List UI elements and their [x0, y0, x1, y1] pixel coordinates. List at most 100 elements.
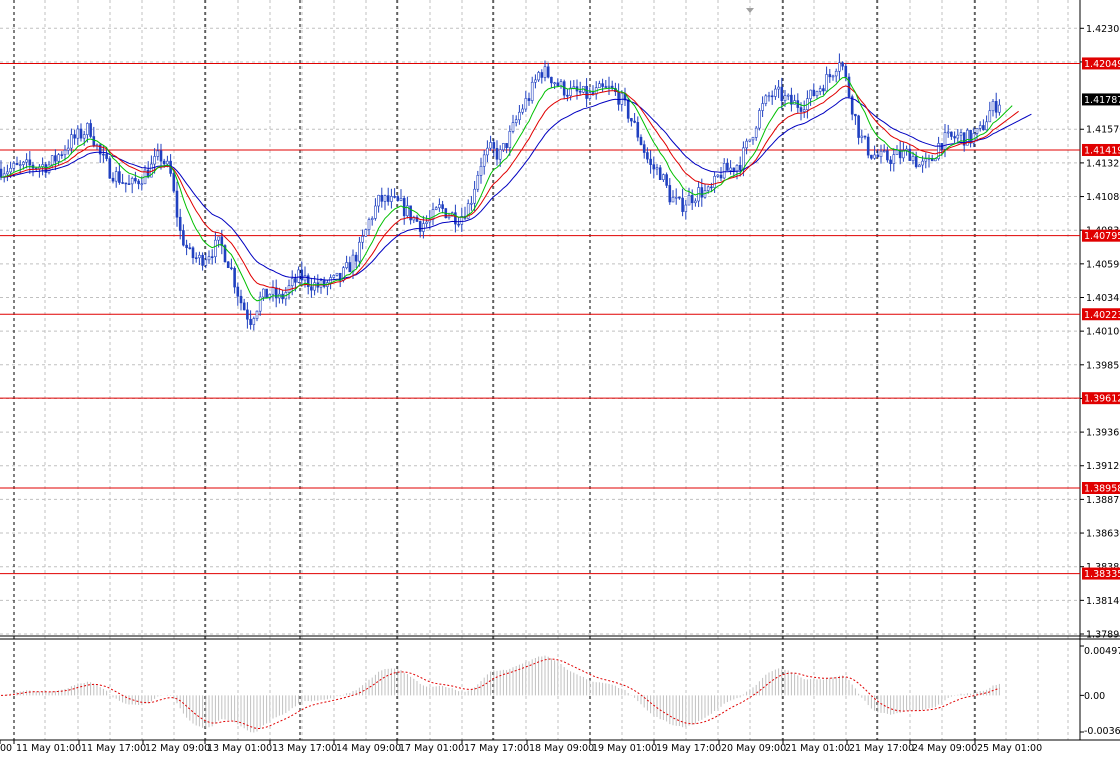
time-tick-label: 18 May 09:00 — [529, 743, 594, 754]
candle-body — [0, 168, 3, 178]
candle-body — [886, 150, 889, 161]
candle-body — [729, 167, 732, 171]
candle-body — [556, 82, 560, 87]
candle-body — [322, 280, 326, 287]
time-tick-label: 12 May 09:00 — [145, 743, 210, 754]
candle-body — [959, 132, 963, 136]
candle-body — [466, 203, 470, 219]
candle-body — [767, 95, 771, 98]
candle-body — [943, 132, 947, 150]
candle-body — [50, 155, 54, 166]
candle-body — [89, 123, 92, 137]
price-tick-label: 1.40590 — [1086, 259, 1120, 270]
candle-body — [761, 103, 764, 111]
time-tick-label: 11 May 17:00 — [81, 743, 146, 754]
time-tick-label: 17 May 01:00 — [399, 743, 464, 754]
candle-body — [201, 254, 204, 266]
candle-body — [655, 167, 659, 170]
candle-body — [188, 247, 192, 250]
candle-body — [895, 150, 899, 155]
current-price-box — [1082, 93, 1120, 106]
candle-body — [546, 66, 550, 78]
candle-body — [617, 91, 620, 105]
candle-body — [770, 95, 774, 98]
candle-body — [953, 136, 956, 139]
candle-body — [508, 131, 512, 148]
candle-body — [396, 196, 400, 201]
candle-body — [924, 158, 928, 162]
candle-body — [524, 98, 528, 110]
candle-body — [428, 219, 432, 223]
moving-averages — [0, 76, 1032, 302]
candle-body — [399, 198, 403, 201]
candle-body — [854, 113, 857, 117]
candle-body — [642, 144, 646, 153]
candle-body — [607, 85, 611, 88]
candle-body — [153, 156, 156, 165]
indicator-tick-label: 0.004976 — [1084, 646, 1120, 657]
candle-body — [108, 158, 112, 179]
candle-body — [658, 167, 662, 180]
candle-body — [236, 286, 240, 297]
candle-body — [898, 150, 902, 159]
candle-body — [156, 150, 160, 157]
candle-body — [310, 286, 313, 291]
time-tick-label: 14 May 09:00 — [336, 743, 401, 754]
candle-body — [86, 123, 89, 135]
candle-body — [777, 86, 780, 90]
candle-body — [220, 236, 224, 246]
candle-body — [962, 132, 966, 146]
candle-body — [393, 196, 396, 198]
candle-body — [754, 127, 758, 138]
candle-body — [22, 161, 25, 165]
level-label-box — [1082, 57, 1120, 70]
candle-body — [185, 244, 188, 249]
candle-body — [716, 174, 720, 177]
candle-body — [687, 195, 691, 206]
level-label-box — [1082, 308, 1120, 321]
candle-body — [268, 293, 272, 299]
candle-body — [198, 254, 201, 259]
candle-body — [390, 196, 393, 202]
level-label-box — [1082, 229, 1120, 242]
candle-body — [242, 302, 246, 311]
candle-body — [988, 110, 992, 123]
time-tick-label: 21 May 01:00 — [785, 743, 850, 754]
chart-shift-marker-icon[interactable] — [746, 8, 754, 13]
candle-body — [652, 164, 656, 170]
candle-body — [879, 150, 883, 157]
candle-body — [380, 194, 384, 202]
candle-body — [361, 236, 364, 243]
candle-body — [191, 247, 195, 259]
candle-body — [550, 76, 553, 84]
candle-body — [313, 282, 316, 291]
candle-body — [745, 140, 748, 149]
price-tick-label: 1.40345 — [1086, 293, 1120, 304]
candle-body — [649, 158, 652, 165]
candle-body — [588, 92, 592, 99]
indicator-panel — [0, 655, 1000, 733]
candle-body — [9, 167, 12, 173]
candle-body — [498, 149, 502, 160]
candle-body — [863, 135, 867, 138]
candle-body — [255, 310, 259, 319]
candle-body — [722, 162, 726, 179]
candle-body — [28, 159, 32, 166]
candle-body — [486, 147, 489, 156]
candle-body — [681, 197, 684, 212]
candle-body — [473, 188, 476, 204]
candle-body — [790, 94, 793, 105]
candle-body — [172, 173, 176, 192]
candle-body — [12, 163, 16, 169]
candle-body — [265, 288, 268, 299]
candle-body — [690, 195, 694, 204]
candle-body — [134, 178, 137, 182]
time-tick-label: 13 May 01:00 — [207, 743, 272, 754]
candle-body — [438, 204, 441, 209]
candle-body — [495, 148, 499, 160]
candle-body — [844, 65, 848, 78]
candle-body — [914, 156, 918, 168]
